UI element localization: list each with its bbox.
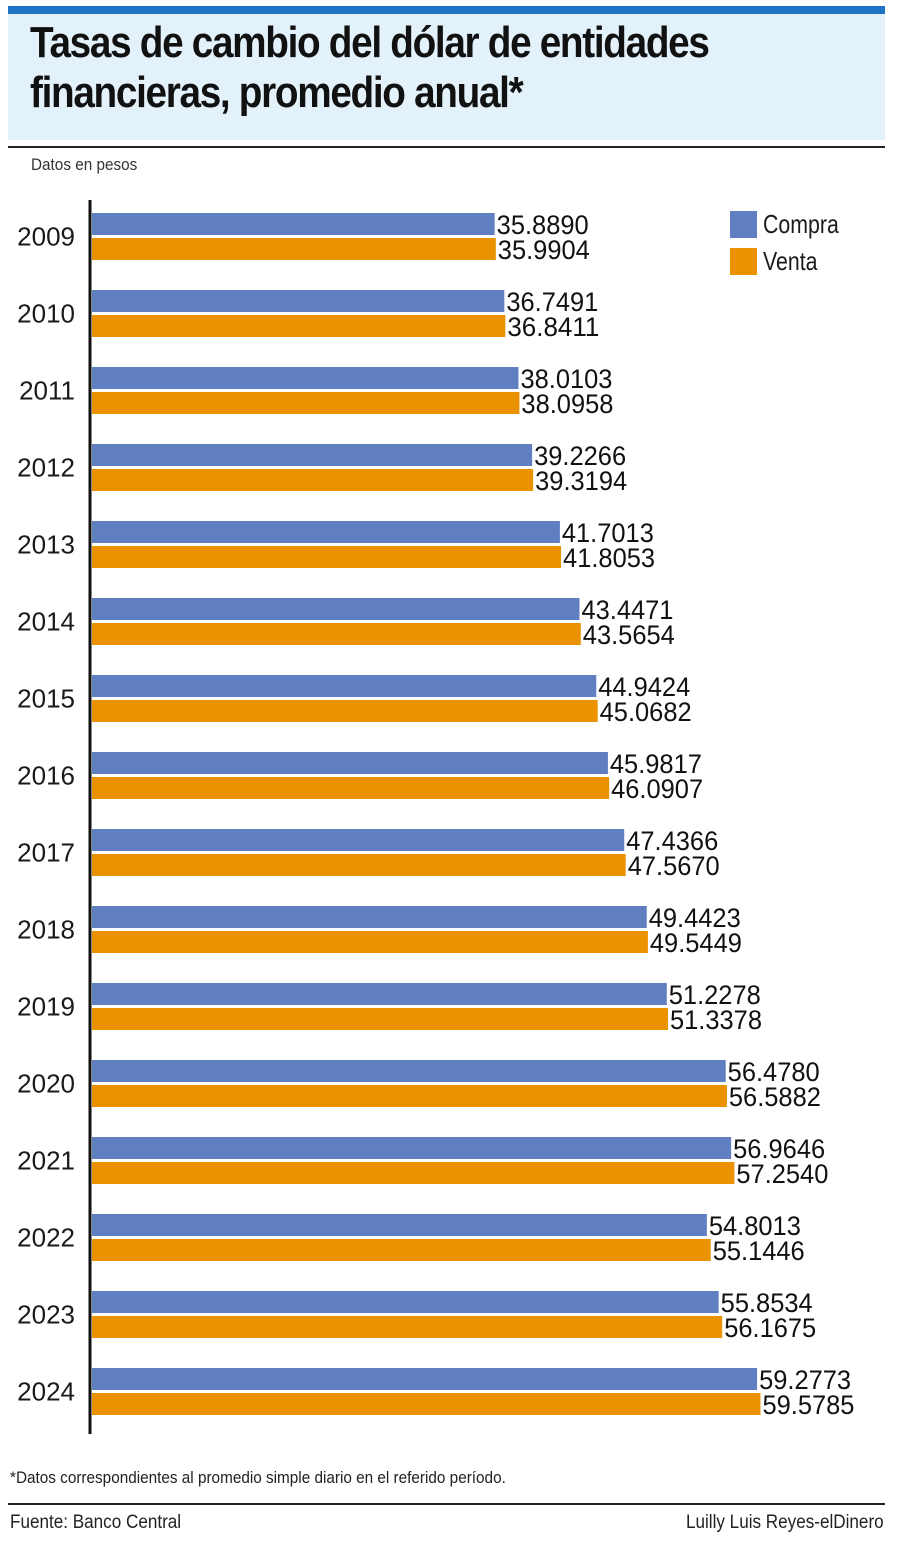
chart-subtitle: Datos en pesos [31, 155, 138, 174]
bar-venta [92, 546, 562, 568]
value-label-venta: 39.3194 [535, 466, 627, 496]
value-label-venta: 56.5882 [729, 1082, 821, 1112]
legend: Compra Venta [730, 206, 855, 280]
value-label-venta: 59.5785 [762, 1390, 854, 1420]
value-label-venta: 57.2540 [736, 1159, 828, 1189]
value-label-compra: 55.8534 [721, 1288, 813, 1318]
value-label-venta: 51.3378 [670, 1005, 762, 1035]
bar-compra [92, 1060, 726, 1082]
bar-compra [92, 444, 533, 466]
chart-title: Tasas de cambio del dólar de entidades f… [30, 18, 769, 118]
top-accent-bar [8, 6, 885, 14]
title-line-2: financieras, promedio anual* [30, 68, 524, 117]
bar-compra [92, 675, 597, 697]
year-label: 2019 [17, 992, 75, 1022]
value-label-compra: 39.2266 [534, 441, 626, 471]
value-label-venta: 55.1446 [713, 1236, 805, 1266]
credit-label: Luilly Luis Reyes-elDinero [686, 1512, 884, 1533]
value-label-compra: 35.8890 [497, 210, 589, 240]
bar-compra [92, 213, 495, 235]
year-label: 2011 [19, 376, 75, 406]
bar-compra [92, 906, 647, 928]
source-label: Fuente: Banco Central [10, 1512, 182, 1533]
legend-swatch-compra [730, 211, 757, 238]
year-label: 2020 [17, 1069, 75, 1099]
value-label-compra: 59.2773 [759, 1365, 851, 1395]
year-label: 2021 [17, 1146, 75, 1176]
value-label-compra: 49.4423 [649, 903, 741, 933]
footnote: *Datos correspondientes al promedio simp… [10, 1468, 506, 1487]
value-label-venta: 41.8053 [563, 543, 655, 573]
bar-compra [92, 829, 625, 851]
bar-venta [92, 1162, 735, 1184]
legend-label-compra: Compra [763, 209, 839, 239]
year-label: 2012 [17, 453, 75, 483]
year-label: 2023 [17, 1300, 75, 1330]
bar-venta [92, 1008, 669, 1030]
legend-swatch-venta [730, 248, 757, 275]
year-label: 2015 [17, 684, 75, 714]
bar-compra [92, 521, 560, 543]
year-label: 2017 [17, 838, 75, 868]
value-label-compra: 38.0103 [520, 364, 612, 394]
bar-compra [92, 367, 519, 389]
year-label: 2016 [17, 761, 75, 791]
bar-compra [92, 983, 667, 1005]
value-label-compra: 43.4471 [581, 595, 673, 625]
bar-venta [92, 700, 598, 722]
value-label-compra: 51.2278 [669, 980, 761, 1010]
bar-venta [92, 1085, 727, 1107]
bar-compra [92, 1368, 758, 1390]
bar-venta [92, 1393, 761, 1415]
bar-venta [92, 623, 581, 645]
value-label-compra: 45.9817 [610, 749, 702, 779]
value-label-venta: 43.5654 [583, 620, 675, 650]
bar-compra [92, 1291, 719, 1313]
year-label: 2009 [17, 222, 75, 252]
value-label-venta: 35.9904 [498, 235, 590, 265]
title-line-1: Tasas de cambio del dólar de entidades [30, 18, 710, 67]
legend-item-compra: Compra [730, 206, 855, 243]
value-label-venta: 46.0907 [611, 774, 703, 804]
legend-item-venta: Venta [730, 243, 855, 280]
bar-venta [92, 1316, 723, 1338]
footer-divider [8, 1503, 885, 1505]
bar-venta [92, 392, 520, 414]
year-label: 2010 [17, 299, 75, 329]
value-label-venta: 56.1675 [724, 1313, 816, 1343]
value-label-compra: 56.9646 [733, 1134, 825, 1164]
bar-venta [92, 238, 496, 260]
bar-compra [92, 1214, 707, 1236]
value-label-compra: 54.8013 [709, 1211, 801, 1241]
bar-compra [92, 290, 505, 312]
value-label-compra: 56.4780 [728, 1057, 820, 1087]
year-label: 2013 [17, 530, 75, 560]
bar-venta [92, 854, 626, 876]
bar-compra [92, 598, 580, 620]
value-label-venta: 38.0958 [521, 389, 613, 419]
value-label-venta: 47.5670 [628, 851, 720, 881]
year-label: 2022 [17, 1223, 75, 1253]
bar-venta [92, 1239, 711, 1261]
value-label-compra: 36.7491 [506, 287, 598, 317]
value-label-compra: 41.7013 [562, 518, 654, 548]
bar-venta [92, 315, 506, 337]
bar-compra [92, 752, 608, 774]
bar-venta [92, 777, 610, 799]
value-label-compra: 44.9424 [598, 672, 690, 702]
title-box [8, 14, 885, 140]
value-label-compra: 47.4366 [626, 826, 718, 856]
bar-venta [92, 931, 648, 953]
year-label: 2014 [17, 607, 75, 637]
value-label-venta: 36.8411 [507, 312, 599, 342]
bar-venta [92, 469, 534, 491]
value-label-venta: 45.0682 [600, 697, 692, 727]
value-label-venta: 49.5449 [650, 928, 742, 958]
year-label: 2024 [17, 1377, 75, 1407]
title-divider [8, 146, 885, 148]
bar-compra [92, 1137, 732, 1159]
legend-label-venta: Venta [763, 246, 818, 276]
year-label: 2018 [17, 915, 75, 945]
